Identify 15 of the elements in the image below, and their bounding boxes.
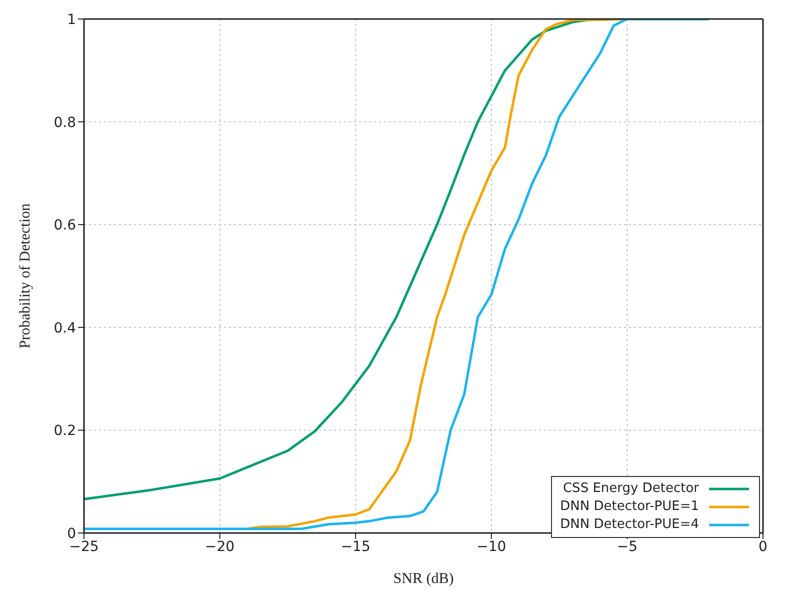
x-tick-label: −5	[616, 538, 638, 555]
y-axis-title: Probability of Detection	[17, 203, 34, 348]
y-tick-label: 0.8	[54, 114, 76, 131]
legend-label: CSS Energy Detector	[562, 480, 699, 498]
y-tick-label: 0.6	[54, 218, 76, 234]
y-tick-label: 0.4	[54, 320, 76, 336]
y-tick-label: 0.2	[54, 423, 76, 440]
x-tick-label: −15	[340, 538, 370, 555]
x-axis-title: SNR (dB)	[393, 571, 454, 587]
legend-label: DNN Detector-PUE=4	[560, 516, 699, 534]
x-tick-label: −10	[476, 538, 506, 555]
legend-label: DNN Detector-PUE=1	[560, 498, 699, 516]
y-tick-label: 1	[67, 12, 76, 28]
x-tick-label: 0	[758, 538, 768, 555]
x-tick-label: −20	[205, 538, 235, 555]
